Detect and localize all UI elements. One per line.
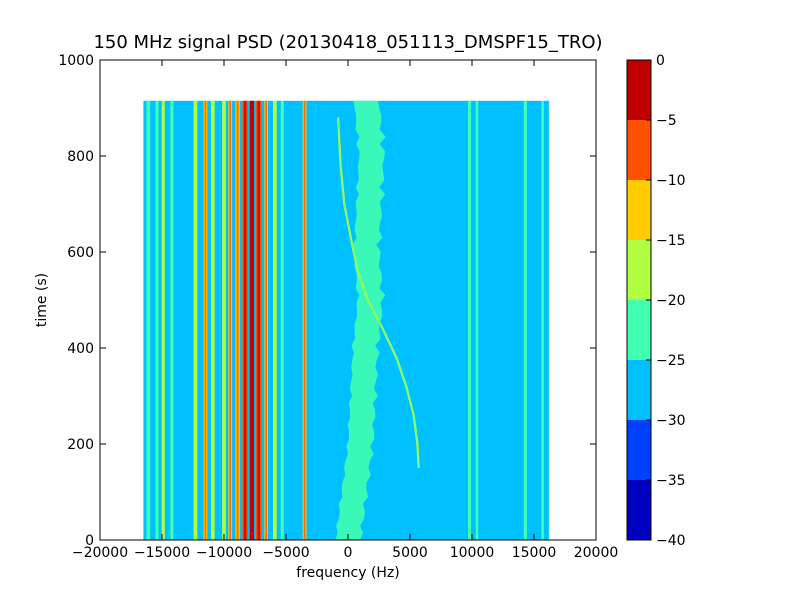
noise-band (335, 100, 386, 541)
x-tick-label: 10000 (450, 545, 495, 561)
frequency-band (193, 100, 198, 541)
frequency-band-core (236, 100, 239, 541)
x-tick-label: 15000 (512, 545, 557, 561)
colorbar-tick-label: 0 (656, 53, 665, 69)
colorbar-segment (627, 240, 651, 300)
colorbar-tick-label: −25 (656, 353, 686, 369)
frequency-band (467, 100, 472, 541)
frequency-band-core (204, 100, 207, 541)
frequency-band (222, 100, 226, 541)
x-tick-label: −15000 (134, 545, 190, 561)
colorbar-segment (627, 300, 651, 360)
colorbar-tick-label: −15 (656, 233, 686, 249)
colorbar-segment (627, 360, 651, 420)
frequency-band (541, 100, 544, 541)
x-tick-label: −10000 (196, 545, 252, 561)
colorbar-segment (627, 480, 651, 540)
x-tick-label: −5000 (262, 545, 309, 561)
colorbar-segment (627, 120, 651, 180)
colorbar-segment (627, 60, 651, 120)
spectrogram-heatmap (143, 100, 549, 541)
y-axis: 0 200 400 600 800 1000 (58, 53, 596, 549)
doppler-trace-edge (337, 117, 420, 469)
colorbar-tick-label: −30 (656, 413, 686, 429)
y-tick-label: 400 (67, 341, 94, 357)
colorbar-tick-label: −35 (656, 473, 686, 489)
frequency-band-core (250, 100, 253, 541)
colorbar-tick-label: −10 (656, 173, 686, 189)
colorbar-segment (627, 420, 651, 480)
frequency-band (272, 100, 277, 541)
y-tick-label: 1000 (58, 53, 94, 69)
x-tick-label: 5000 (392, 545, 428, 561)
colorbar-tick-label: −40 (656, 533, 686, 549)
x-axis-label: frequency (Hz) (296, 565, 399, 581)
y-tick-label: 800 (67, 149, 94, 165)
frequency-band (210, 100, 215, 541)
y-axis-label: time (s) (34, 273, 50, 327)
x-axis: −20000 −15000 −10000 −5000 0 5000 10000 15000 20… (72, 60, 618, 561)
frequency-band-core (243, 100, 247, 541)
frequency-band (155, 100, 159, 541)
frequency-band-core (229, 100, 232, 541)
colorbar-tick-label: −5 (656, 113, 677, 129)
y-tick-label: 200 (67, 437, 94, 453)
plot-area: −20000 −15000 −10000 −5000 0 5000 10000 15000 20… (58, 53, 618, 561)
colorbar-segment (627, 180, 651, 240)
frequency-band (146, 100, 151, 541)
x-tick-label: 0 (344, 545, 353, 561)
colorbar: −40 −35 −30 −25 −20 −15 −10 −5 0 (626, 53, 686, 549)
frequency-band-core (257, 100, 260, 541)
y-tick-label: 600 (67, 245, 94, 261)
frequency-band (475, 100, 479, 541)
x-tick-label: −20000 (72, 545, 128, 561)
frequency-band-core (265, 100, 267, 541)
chart-title: 150 MHz signal PSD (20130418_051113_DMSP… (93, 32, 602, 53)
frequency-band (280, 100, 284, 541)
frequency-band (161, 100, 165, 541)
frequency-band (170, 100, 174, 541)
frequency-band-core (303, 100, 306, 541)
frequency-band (523, 100, 527, 541)
x-tick-label: 20000 (574, 545, 619, 561)
y-tick-label: 0 (85, 533, 94, 549)
colorbar-tick-label: −20 (656, 293, 686, 309)
